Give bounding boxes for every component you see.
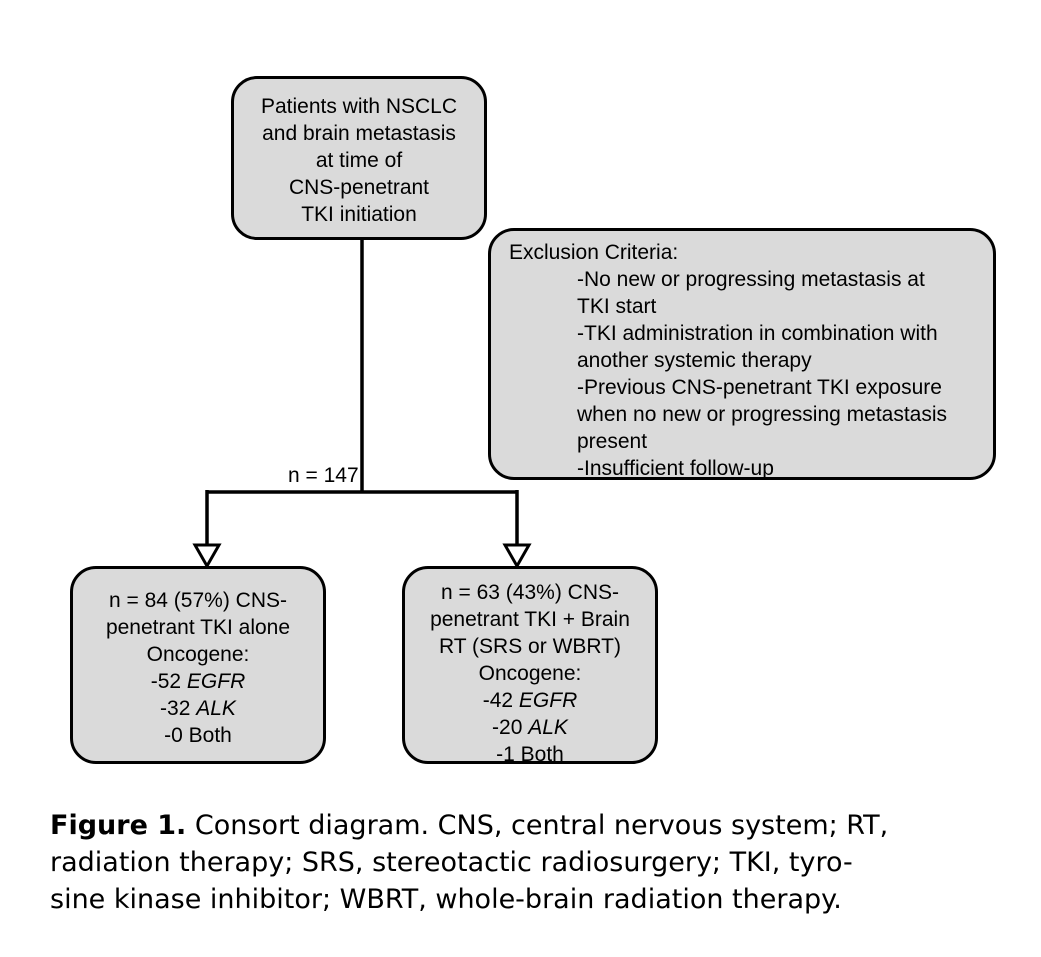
oncogene-line: -52 EGFR	[73, 668, 323, 695]
exclusion-line: -Insufficient follow-up	[577, 457, 774, 480]
exclusion-criteria-box: Exclusion Criteria: -No new or progressi…	[488, 228, 996, 480]
oncogene-name: EGFR	[186, 670, 246, 693]
tki-plus-rt-box: n = 63 (43%) CNS- penetrant TKI + Brain …	[402, 566, 658, 766]
oncogene-line: -1 Both	[405, 741, 655, 768]
caption-line: sine kinase inhibitor; WBRT, whole-brain…	[50, 884, 842, 915]
box-line: and brain metastasis	[262, 122, 456, 145]
left-arrowhead	[192, 543, 222, 570]
box-line: TKI initiation	[301, 203, 417, 226]
caption-line: Figure 1. Consort diagram. CNS, central …	[50, 807, 1010, 844]
oncogene-name: ALK	[528, 716, 568, 739]
box-line: Oncogene:	[478, 662, 582, 685]
oncogene-name: EGFR	[518, 689, 578, 712]
exclusion-line: -Previous CNS-penetrant TKI exposure	[577, 376, 942, 399]
tki-alone-box: n = 84 (57%) CNS- penetrant TKI alone On…	[70, 566, 326, 764]
total-count-label: n = 147	[288, 464, 359, 487]
oncogene-count: -52	[150, 670, 187, 693]
box-line: penetrant TKI alone	[105, 616, 291, 639]
exclusion-line: -TKI administration in combination with	[577, 322, 938, 345]
right-arrowhead	[502, 543, 532, 570]
exclusion-line: another systemic therapy	[577, 349, 812, 372]
oncogene-count: -42	[482, 689, 519, 712]
box-line: n = 84 (57%) CNS-	[109, 589, 287, 612]
oncogene-count: -1	[496, 743, 521, 766]
eligible-patients-box: Patients with NSCLC and brain metastasis…	[231, 76, 487, 240]
box-line: penetrant TKI + Brain	[430, 608, 630, 631]
exclusion-line: present	[577, 430, 648, 453]
oncogene-name: Both	[520, 743, 564, 766]
caption-text: Consort diagram. CNS, central nervous sy…	[186, 810, 889, 841]
oncogene-line: -0 Both	[73, 722, 323, 749]
caption-label: Figure 1.	[50, 810, 187, 841]
oncogene-line: -20 ALK	[405, 714, 655, 741]
exclusion-line: TKI start	[577, 295, 657, 318]
oncogene-count: -32	[160, 697, 197, 720]
oncogene-name: ALK	[196, 697, 236, 720]
exclusion-line: -No new or progressing metastasis at	[577, 268, 925, 291]
box-line: Oncogene:	[146, 643, 250, 666]
box-line: Patients with NSCLC	[260, 95, 458, 118]
oncogene-line: -42 EGFR	[405, 687, 655, 714]
box-line: RT (SRS or WBRT)	[438, 635, 622, 658]
exclusion-title: Exclusion Criteria:	[509, 241, 679, 264]
caption-line: radiation therapy; SRS, stereotactic rad…	[50, 847, 853, 878]
box-line: at time of	[315, 149, 403, 172]
figure-caption: Figure 1. Consort diagram. CNS, central …	[50, 807, 1010, 918]
oncogene-count: -20	[492, 716, 529, 739]
box-line: CNS-penetrant	[288, 176, 430, 199]
box-line: n = 63 (43%) CNS-	[441, 581, 619, 604]
exclusion-line: when no new or progressing metastasis	[577, 403, 948, 426]
oncogene-line: -32 ALK	[73, 695, 323, 722]
oncogene-name: Both	[188, 724, 232, 747]
oncogene-count: -0	[164, 724, 189, 747]
